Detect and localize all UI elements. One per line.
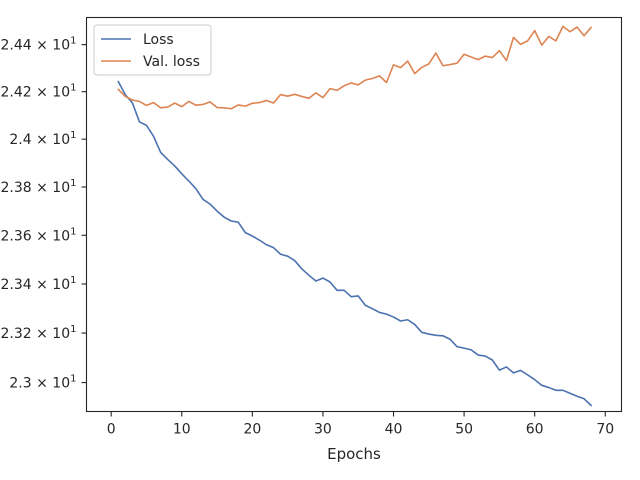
x-axis: 0 10 20 30 40 50 60 70: [107, 411, 614, 438]
legend-box: [93, 24, 212, 76]
x-tick-label: 60: [526, 422, 544, 438]
x-tick-label: 40: [385, 422, 403, 438]
series-line-loss: [117, 80, 592, 407]
y-axis: 2.3 × 101 2.32 × 101 2.34 × 101 2.36 × 101 2…: [0, 36, 87, 392]
y-tick-label: 2.38 × 101: [0, 178, 76, 196]
y-tick-label: 2.3 × 101: [9, 374, 76, 392]
x-tick-label: 30: [314, 422, 332, 438]
y-tick-label: 2.34 × 101: [0, 275, 76, 293]
x-tick-label: 0: [107, 422, 116, 438]
legend-label-loss: Loss: [143, 32, 174, 48]
x-tick-label: 10: [173, 422, 191, 438]
y-tick-label: 2.4 × 101: [9, 130, 76, 148]
x-tick-label: 50: [455, 422, 473, 438]
series-layer: [117, 25, 592, 407]
x-tick-label: 20: [243, 422, 261, 438]
x-axis-label: Epochs: [327, 445, 381, 463]
x-tick-label: 70: [596, 422, 614, 438]
series-line-val-loss: [117, 25, 592, 110]
y-tick-label: 2.42 × 101: [0, 83, 76, 101]
y-tick-label: 2.32 × 101: [0, 324, 76, 342]
y-tick-label: 2.44 × 101: [0, 36, 76, 54]
y-tick-label: 2.36 × 101: [0, 226, 76, 244]
legend: Loss Val. loss: [93, 24, 212, 76]
plot-frame: [85, 16, 623, 413]
legend-label-val-loss: Val. loss: [143, 54, 200, 70]
